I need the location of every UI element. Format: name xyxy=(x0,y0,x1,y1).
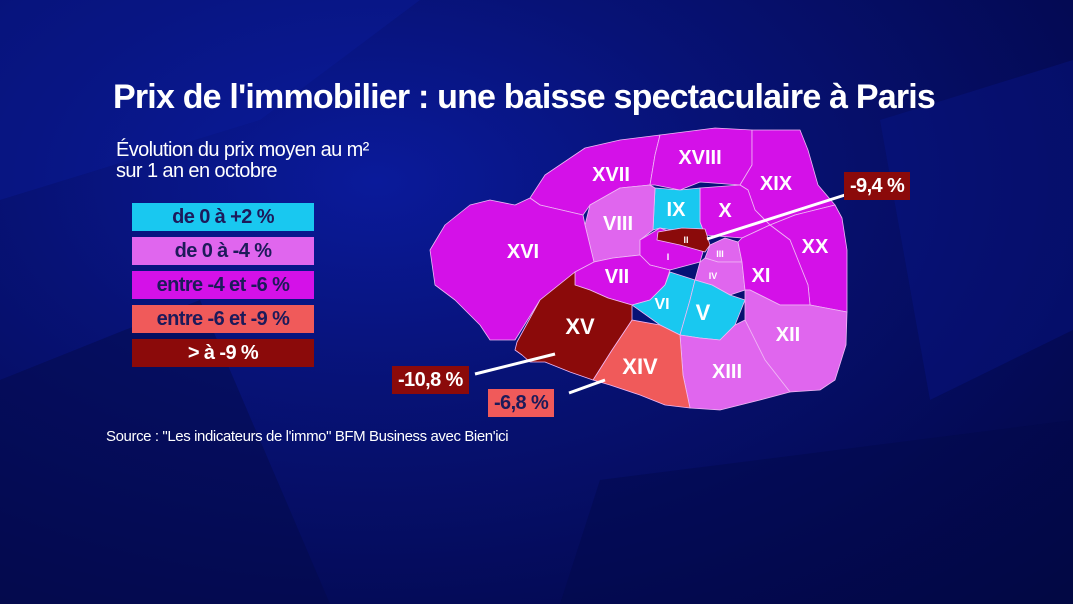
legend: de 0 à +2 % de 0 à -4 % entre -4 et -6 %… xyxy=(132,203,314,373)
label-vii: VII xyxy=(605,266,629,288)
arrondissement-xviii xyxy=(649,127,753,191)
legend-item-0-minus4: de 0 à -4 % xyxy=(132,237,314,265)
label-xx: XX xyxy=(802,236,829,258)
callout-ii: -9,4 % xyxy=(844,172,911,200)
label-xii: XII xyxy=(776,324,800,346)
label-v: V xyxy=(696,300,711,325)
legend-label: entre -4 et -6 % xyxy=(156,273,290,296)
legend-label: entre -6 et -9 % xyxy=(156,307,290,330)
label-xvii: XVII xyxy=(592,164,630,186)
label-xv: XV xyxy=(565,314,595,339)
label-iii: III xyxy=(716,249,724,259)
callout-xiv-value: -6,8 % xyxy=(494,391,549,414)
legend-item-over-minus9: > à -9 % xyxy=(132,339,314,367)
legend-item-0-plus2: de 0 à +2 % xyxy=(132,203,314,231)
callout-line-xv xyxy=(474,352,556,376)
legend-label: de 0 à +2 % xyxy=(172,205,274,228)
legend-item-minus4-minus6: entre -4 et -6 % xyxy=(132,271,314,299)
label-xviii: XVIII xyxy=(678,147,721,169)
label-x: X xyxy=(718,200,732,222)
callout-line-ii xyxy=(706,193,846,241)
callout-line-xiv xyxy=(568,378,606,395)
label-viii: VIII xyxy=(603,213,633,235)
legend-label: de 0 à -4 % xyxy=(174,239,272,262)
label-xiii: XIII xyxy=(712,361,742,383)
label-i: I xyxy=(667,252,670,262)
label-ix: IX xyxy=(667,199,687,221)
legend-label: > à -9 % xyxy=(187,341,259,364)
source-note: Source : "Les indicateurs de l'immo" BFM… xyxy=(106,428,509,445)
callout-xiv: -6,8 % xyxy=(488,389,555,417)
legend-item-minus6-minus9: entre -6 et -9 % xyxy=(132,305,314,333)
callout-xv: -10,8 % xyxy=(392,366,469,394)
arrondissement-xvi xyxy=(429,197,595,341)
label-vi: VI xyxy=(654,296,669,313)
arrondissement-ii xyxy=(656,227,711,253)
label-xi: XI xyxy=(752,265,771,287)
arrondissement-xv xyxy=(514,271,633,381)
page-title: Prix de l'immobilier : une baisse specta… xyxy=(113,78,936,116)
label-ii: II xyxy=(683,235,688,245)
subtitle-line-2: sur 1 an en octobre xyxy=(116,160,278,182)
label-xvi: XVI xyxy=(507,241,539,263)
label-xix: XIX xyxy=(760,173,793,195)
callout-ii-value: -9,4 % xyxy=(850,174,905,197)
callout-xv-value: -10,8 % xyxy=(398,368,463,391)
label-iv: IV xyxy=(709,271,718,281)
subtitle-line-1: Évolution du prix moyen au m² xyxy=(116,139,369,161)
label-xiv: XIV xyxy=(622,354,658,379)
chart-subtitle: Évolution du prix moyen au m² sur 1 an e… xyxy=(116,140,369,182)
